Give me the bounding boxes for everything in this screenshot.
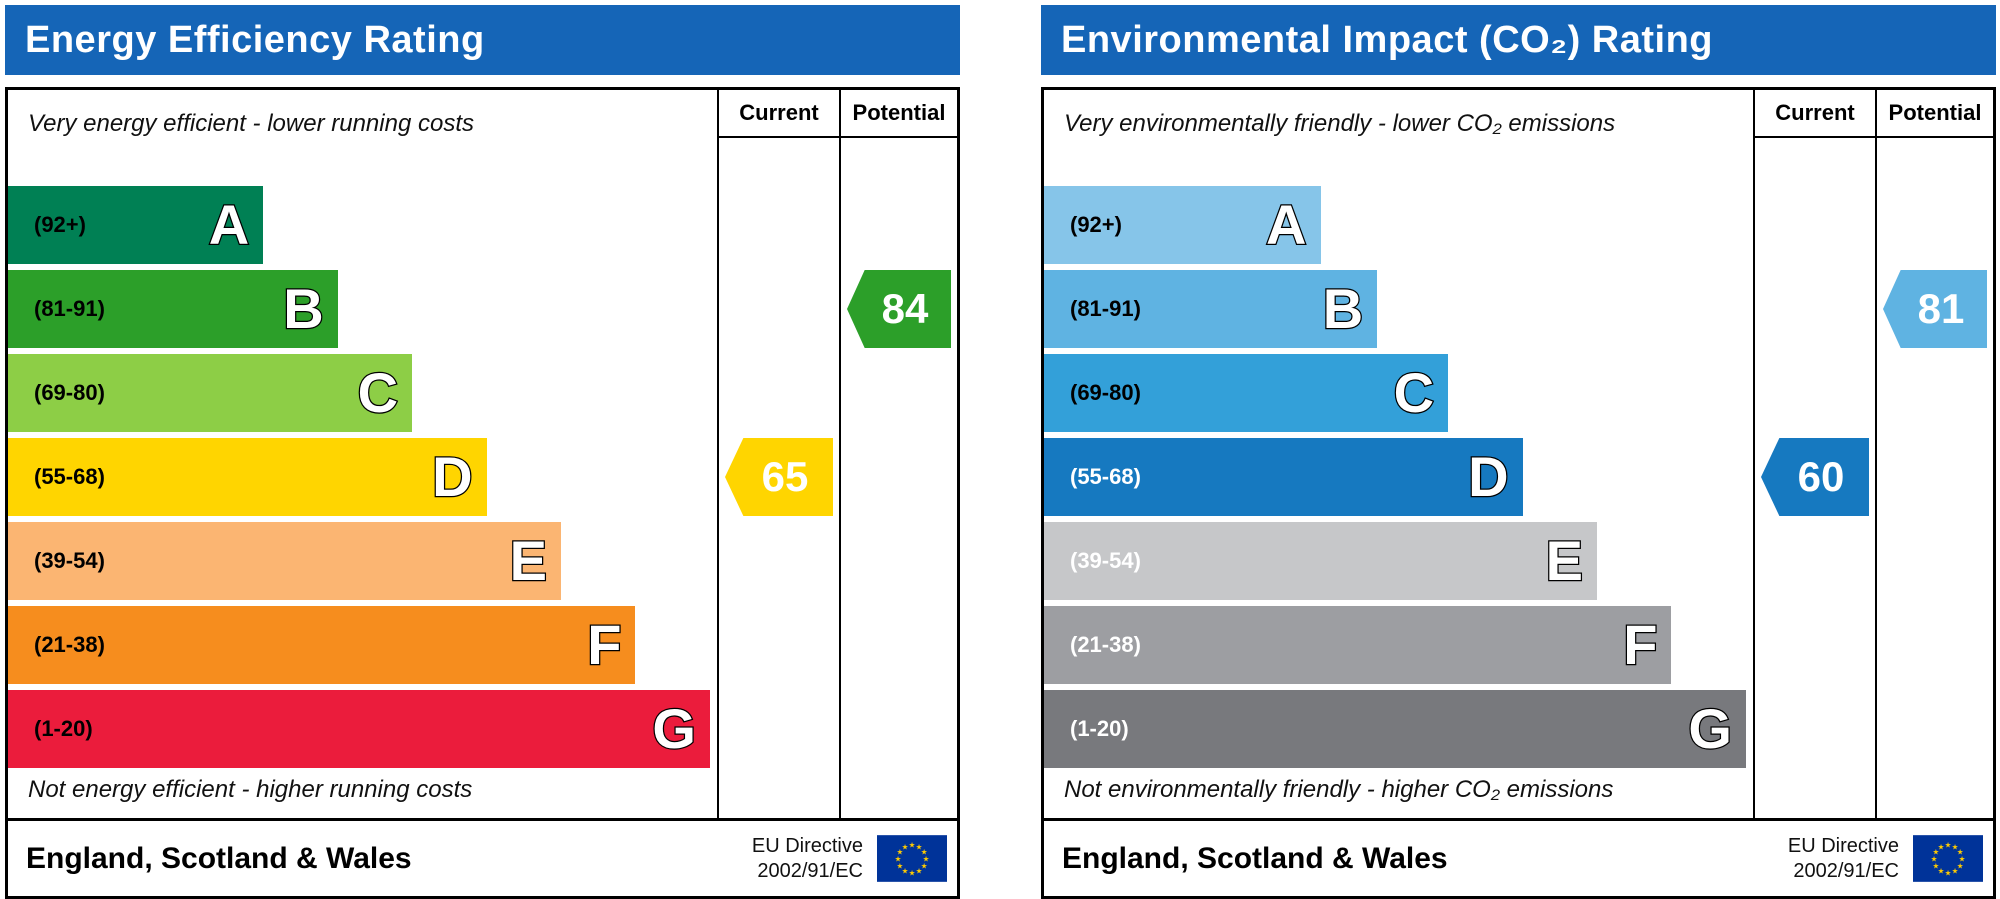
band-letter: E — [1544, 529, 1584, 592]
potential-score-arrow: 81 — [1883, 270, 1987, 348]
band-d: (55-68) D — [8, 438, 487, 516]
band-range-label: (21-38) — [34, 632, 105, 657]
rating-chart-box: Very environmentally friendly - lower CO… — [1041, 87, 1996, 899]
band-g: (1-20) G — [8, 690, 710, 768]
band-letter: C — [1392, 361, 1435, 424]
band-letter: A — [208, 193, 251, 256]
band-f: (21-38) F — [8, 606, 636, 684]
region-label: England, Scotland & Wales — [26, 841, 412, 875]
potential-column: Potential 84 — [839, 90, 957, 818]
band-c: (69-80) C — [8, 354, 413, 432]
top-note: Very energy efficient - lower running co… — [28, 110, 474, 137]
band-letter: B — [282, 277, 325, 340]
band-a: (92+) A — [8, 186, 264, 264]
bottom-note: Not environmentally friendly - higher CO… — [1064, 776, 1614, 803]
band-range-label: (69-80) — [34, 380, 105, 405]
eu-directive-line1: EU Directive — [1787, 834, 1899, 857]
current-column-header: Current — [1755, 90, 1875, 138]
eu-directive-line2: 2002/91/EC — [757, 859, 863, 882]
eu-directive-label: EU Directive 2002/91/EC — [1788, 834, 1899, 884]
band-range-label: (21-38) — [1070, 632, 1141, 657]
current-column: Current 60 — [1753, 90, 1875, 818]
current-column-body: 60 — [1755, 140, 1875, 818]
current-score-arrow: 65 — [725, 438, 833, 516]
panel-title: Energy Efficiency Rating — [25, 18, 485, 61]
band-c: (69-80) C — [1044, 354, 1449, 432]
chart-footer: England, Scotland & Wales EU Directive 2… — [8, 818, 957, 896]
current-score-arrow: 60 — [1761, 438, 1869, 516]
band-range-label: (39-54) — [1070, 548, 1141, 573]
band-a: (92+) A — [1044, 186, 1321, 264]
potential-score-arrow: 84 — [847, 270, 951, 348]
band-range-label: (92+) — [34, 212, 86, 237]
panel-title-bar: Energy Efficiency Rating — [5, 5, 960, 75]
panel-title-bar: Environmental Impact (CO₂) Rating — [1041, 5, 1996, 75]
band-range-label: (69-80) — [1070, 380, 1141, 405]
band-letter: A — [1265, 193, 1308, 256]
band-range-label: (1-20) — [34, 716, 93, 741]
eu-flag-icon — [1913, 835, 1983, 882]
current-column-body: 65 — [719, 140, 839, 818]
band-range-label: (92+) — [1070, 212, 1122, 237]
bands: (92+) A (81-91) B (69-80) C (55-68) D (39-54) E (2… — [1044, 186, 1753, 768]
environmental-impact-rating-panel: Environmental Impact (CO₂) Rating Very e… — [1041, 5, 1996, 899]
band-letter: D — [431, 445, 474, 508]
band-g: (1-20) G — [1044, 690, 1746, 768]
bands: (92+) A (81-91) B (69-80) C (55-68) D (39-54) E (2… — [8, 186, 717, 768]
band-letter: G — [1687, 697, 1733, 760]
band-range-label: (81-91) — [1070, 296, 1141, 321]
current-column-header: Current — [719, 90, 839, 138]
band-f: (21-38) F — [1044, 606, 1672, 684]
band-letter: F — [586, 613, 623, 676]
band-letter: D — [1467, 445, 1510, 508]
band-letter: G — [651, 697, 697, 760]
panel-title: Environmental Impact (CO₂) Rating — [1061, 18, 1713, 61]
bottom-note: Not energy efficient - higher running co… — [28, 776, 473, 803]
eu-flag-icon — [877, 835, 947, 882]
band-d: (55-68) D — [1044, 438, 1523, 516]
band-range-label: (81-91) — [34, 296, 105, 321]
potential-column-header: Potential — [1877, 90, 1993, 138]
eu-directive-label: EU Directive 2002/91/EC — [752, 834, 863, 884]
energy-efficiency-rating-panel: Energy Efficiency Rating Very energy eff… — [5, 5, 960, 899]
band-e: (39-54) E — [1044, 522, 1598, 600]
eu-directive-line2: 2002/91/EC — [1793, 859, 1899, 882]
rating-scale-area: Very environmentally friendly - lower CO… — [1044, 90, 1753, 818]
region-label: England, Scotland & Wales — [1062, 841, 1448, 875]
rating-chart-box: Very energy efficient - lower running co… — [5, 87, 960, 899]
rating-scale-area: Very energy efficient - lower running co… — [8, 90, 717, 818]
band-letter: B — [1322, 277, 1365, 340]
band-range-label: (55-68) — [1070, 464, 1141, 489]
band-letter: F — [1622, 613, 1659, 676]
band-letter: E — [508, 529, 548, 592]
eu-directive-line1: EU Directive — [751, 834, 863, 857]
band-b: (81-91) B — [1044, 270, 1378, 348]
chart-footer: England, Scotland & Wales EU Directive 2… — [1044, 818, 1993, 896]
top-note: Very environmentally friendly - lower CO… — [1064, 110, 1616, 137]
rating-table: Very environmentally friendly - lower CO… — [1044, 90, 1993, 818]
band-range-label: (55-68) — [34, 464, 105, 489]
potential-column-header: Potential — [841, 90, 957, 138]
potential-column-body: 84 — [841, 140, 957, 818]
current-column: Current 65 — [717, 90, 839, 818]
potential-column: Potential 81 — [1875, 90, 1993, 818]
band-b: (81-91) B — [8, 270, 338, 348]
rating-table: Very energy efficient - lower running co… — [8, 90, 957, 818]
band-range-label: (1-20) — [1070, 716, 1129, 741]
potential-column-body: 81 — [1877, 140, 1993, 818]
band-e: (39-54) E — [8, 522, 562, 600]
band-letter: C — [356, 361, 399, 424]
band-range-label: (39-54) — [34, 548, 105, 573]
